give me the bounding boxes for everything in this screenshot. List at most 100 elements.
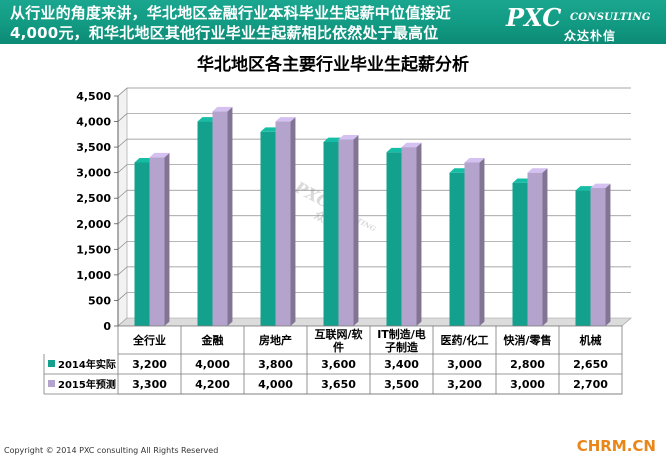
bar-top-0-4 <box>386 147 407 153</box>
bar-side-1-5 <box>479 158 485 326</box>
y-tick-label: 4,000 <box>76 116 111 129</box>
chart-title: 华北地区各主要行业毕业生起薪分析 <box>197 55 469 75</box>
footer-logo: CHRM.CN <box>576 437 656 455</box>
bar-top-1-0 <box>149 152 170 158</box>
bar-1-3 <box>338 139 354 326</box>
y-tick-label: 500 <box>88 294 111 307</box>
bar-0-1 <box>197 121 213 326</box>
data-label: 3,300 <box>132 378 167 391</box>
category-label: 医药/化工 <box>440 333 488 347</box>
bar-top-1-3 <box>338 135 359 140</box>
gridline-side <box>117 189 128 199</box>
data-label: 3,200 <box>447 378 482 391</box>
legend-label-1: 2015年预测 <box>58 378 116 391</box>
bar-top-0-0 <box>134 158 155 163</box>
chart-floor <box>117 317 632 327</box>
data-label: 4,000 <box>195 358 230 371</box>
bar-top-1-7 <box>590 183 611 188</box>
title-banner: 从行业的角度来讲，华北地区金融行业本科毕业生起薪中位值接近 4,000元，和华北… <box>0 0 666 44</box>
bar-0-3 <box>323 142 339 326</box>
category-label: 件 <box>333 340 344 354</box>
bar-side-1-7 <box>605 183 611 326</box>
gridline-side <box>117 292 128 301</box>
bar-side-1-2 <box>290 117 296 327</box>
data-label: 2,650 <box>573 358 608 371</box>
bar-top-0-3 <box>323 137 344 142</box>
bar-side-1-1 <box>227 106 233 326</box>
bar-top-0-2 <box>260 127 281 132</box>
y-tick-label: 1,000 <box>76 269 111 282</box>
bar-side-1-4 <box>416 142 422 326</box>
bar-top-1-2 <box>275 117 296 122</box>
bar-1-1 <box>212 111 228 326</box>
gridline-side <box>117 138 128 148</box>
brand-logo: PXC CONSULTING 众达朴信 <box>506 3 656 43</box>
bar-top-1-1 <box>212 106 233 112</box>
data-label: 3,650 <box>321 378 356 391</box>
data-label: 3,000 <box>510 378 545 391</box>
category-label: 互联网/软 <box>314 327 363 341</box>
gridline-side <box>117 241 128 250</box>
bar-top-1-4 <box>401 142 422 148</box>
bar-top-1-5 <box>464 158 485 163</box>
data-label: 3,200 <box>132 358 167 371</box>
bar-0-7 <box>575 190 591 326</box>
data-label: 2,700 <box>573 378 608 391</box>
y-tick-label: 4,500 <box>76 90 111 103</box>
gridline-side <box>117 164 128 173</box>
brand-sub: CONSULTING <box>570 12 651 23</box>
gridline-side <box>117 215 128 225</box>
brand-name: PXC <box>506 3 562 32</box>
bar-top-0-7 <box>575 186 596 191</box>
bar-1-2 <box>275 121 291 326</box>
data-label: 4,200 <box>195 378 230 391</box>
bar-top-0-5 <box>449 168 470 173</box>
bar-side-1-3 <box>353 135 359 326</box>
side-wall <box>117 87 128 327</box>
data-label: 2,800 <box>510 358 545 371</box>
data-label: 3,000 <box>447 358 482 371</box>
category-label: 房地产 <box>259 333 292 347</box>
bar-0-5 <box>449 172 465 326</box>
gridline-side <box>117 266 128 276</box>
copyright-text: Copyright © 2014 PXC consulting All Righ… <box>4 446 219 455</box>
bar-top-0-1 <box>197 117 218 122</box>
data-label: 3,400 <box>384 358 419 371</box>
category-label: 机械 <box>580 333 602 347</box>
brand-cn: 众达朴信 <box>564 29 617 43</box>
bar-1-4 <box>401 147 417 326</box>
y-tick-label: 2,000 <box>76 218 111 231</box>
data-label: 3,500 <box>384 378 419 391</box>
bar-1-7 <box>590 188 606 326</box>
bar-0-0 <box>134 162 150 326</box>
data-label: 3,800 <box>258 358 293 371</box>
bar-chart: 0 500 1,000 1,500 2,000 2,500 3,000 3,500 4,000 4… <box>43 87 632 395</box>
bar-0-2 <box>260 131 276 326</box>
headline-line-2: 4,000元，和华北地区其他行业毕业生起薪相比依然处于最高位 <box>10 24 439 42</box>
data-label: 3,600 <box>321 358 356 371</box>
bar-1-6 <box>527 172 543 326</box>
category-label: IT制造/电 <box>377 327 426 341</box>
bar-side-1-0 <box>164 152 170 326</box>
y-tick-label: 2,500 <box>76 192 111 205</box>
category-label: 金融 <box>201 333 224 347</box>
legend-key-1 <box>48 380 55 387</box>
y-tick-label: 3,500 <box>76 141 111 154</box>
category-label: 全行业 <box>132 333 166 347</box>
legend-key-0 <box>48 360 55 367</box>
category-label: 子制造 <box>385 340 419 354</box>
gridline-side <box>117 113 128 122</box>
bar-1-5 <box>464 162 480 326</box>
bar-0-4 <box>386 152 402 326</box>
gridline-side <box>117 87 128 97</box>
legend-label-0: 2014年实际 <box>58 358 116 371</box>
y-tick-label: 3,000 <box>76 167 111 180</box>
y-tick-label: 1,500 <box>76 243 111 256</box>
headline-line-1: 从行业的角度来讲，华北地区金融行业本科毕业生起薪中位值接近 <box>10 4 451 22</box>
category-label: 快消/零售 <box>502 333 551 347</box>
bar-top-1-6 <box>527 168 548 173</box>
bar-side-1-6 <box>542 168 548 326</box>
bar-1-0 <box>149 157 165 326</box>
data-label: 4,000 <box>258 378 293 391</box>
bar-top-0-6 <box>512 178 533 183</box>
